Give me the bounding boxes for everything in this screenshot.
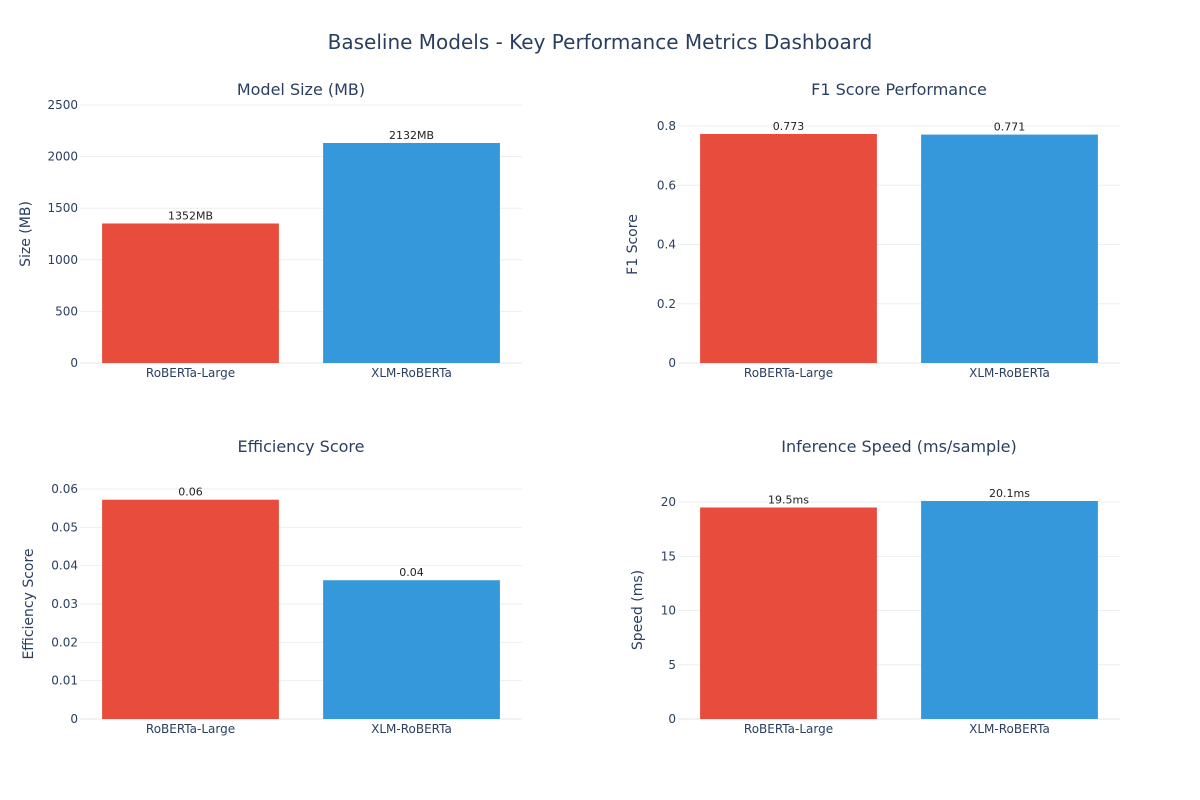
data-label: 20.1ms xyxy=(989,487,1030,500)
chart-panel-1: Model Size (MB) Size (MB) 0 500 1000 1500 2000… xyxy=(18,80,522,380)
bar-xlm-roberta xyxy=(323,580,500,719)
data-label: 19.5ms xyxy=(768,494,809,507)
bar-xlm-roberta xyxy=(323,142,500,363)
y-tick-label: 0.2 xyxy=(657,297,676,311)
y-tick-label: 500 xyxy=(55,304,78,318)
chart-panel-4: Inference Speed (ms/sample) Speed (ms) 0 5 1… xyxy=(630,437,1120,736)
x-tick-label: RoBERTa-Large xyxy=(146,366,235,380)
y-tick-label: 0 xyxy=(70,712,78,726)
y-tick-label: 0.02 xyxy=(51,635,78,649)
y-tick-label: 0.03 xyxy=(51,597,78,611)
y-axis-label: Efficiency Score xyxy=(21,548,37,659)
x-tick-label: RoBERTa-Large xyxy=(744,366,833,380)
chart-title: Model Size (MB) xyxy=(237,80,365,99)
y-tick-label: 0.8 xyxy=(657,119,676,133)
bar-xlm-roberta xyxy=(921,501,1098,719)
x-tick-label: RoBERTa-Large xyxy=(744,722,833,736)
y-tick-label: 2000 xyxy=(47,150,78,164)
data-label: 1352MB xyxy=(168,209,213,222)
y-tick-label: 0.05 xyxy=(51,520,78,534)
data-label: 0.04 xyxy=(399,566,424,579)
dashboard-title: Baseline Models - Key Performance Metric… xyxy=(327,30,873,54)
chart-panel-2: F1 Score Performance F1 Score 0 0.2 0.4 0.6 0.… xyxy=(625,80,1120,380)
x-tick-label: XLM-RoBERTa xyxy=(371,366,452,380)
y-tick-label: 0.04 xyxy=(51,559,78,573)
bar-xlm-roberta xyxy=(921,134,1098,363)
y-axis-label: F1 Score xyxy=(625,214,641,275)
chart-title: Efficiency Score xyxy=(238,437,365,456)
y-tick-label: 0 xyxy=(668,356,676,370)
y-tick-label: 0.4 xyxy=(657,238,676,252)
y-axis-label: Size (MB) xyxy=(18,201,34,267)
x-tick-label: XLM-RoBERTa xyxy=(371,722,452,736)
y-axis-label: Speed (ms) xyxy=(630,570,646,650)
data-label: 0.771 xyxy=(994,121,1026,134)
y-tick-label: 0.01 xyxy=(51,674,78,688)
y-tick-label: 2500 xyxy=(47,98,78,112)
y-tick-label: 15 xyxy=(661,549,676,563)
y-tick-label: 1000 xyxy=(47,253,78,267)
x-tick-label: XLM-RoBERTa xyxy=(969,366,1050,380)
y-tick-label: 1500 xyxy=(47,201,78,215)
y-tick-label: 5 xyxy=(668,658,676,672)
bar-roberta-large xyxy=(102,499,279,719)
y-tick-label: 20 xyxy=(661,495,676,509)
chart-title: Inference Speed (ms/sample) xyxy=(781,437,1016,456)
data-label: 0.773 xyxy=(773,120,805,133)
y-tick-label: 0 xyxy=(70,356,78,370)
x-tick-label: RoBERTa-Large xyxy=(146,722,235,736)
y-tick-label: 10 xyxy=(661,604,676,618)
bar-roberta-large xyxy=(102,223,279,363)
bar-roberta-large xyxy=(700,133,877,363)
y-tick-label: 0.6 xyxy=(657,178,676,192)
bar-roberta-large xyxy=(700,507,877,719)
chart-title: F1 Score Performance xyxy=(811,80,987,99)
y-tick-label: 0 xyxy=(668,712,676,726)
chart-panel-3: Efficiency Score Efficiency Score 0 0.01 0.0… xyxy=(21,437,522,736)
data-label: 0.06 xyxy=(178,486,203,499)
y-tick-label: 0.06 xyxy=(51,482,78,496)
x-tick-label: XLM-RoBERTa xyxy=(969,722,1050,736)
data-label: 2132MB xyxy=(389,129,434,142)
